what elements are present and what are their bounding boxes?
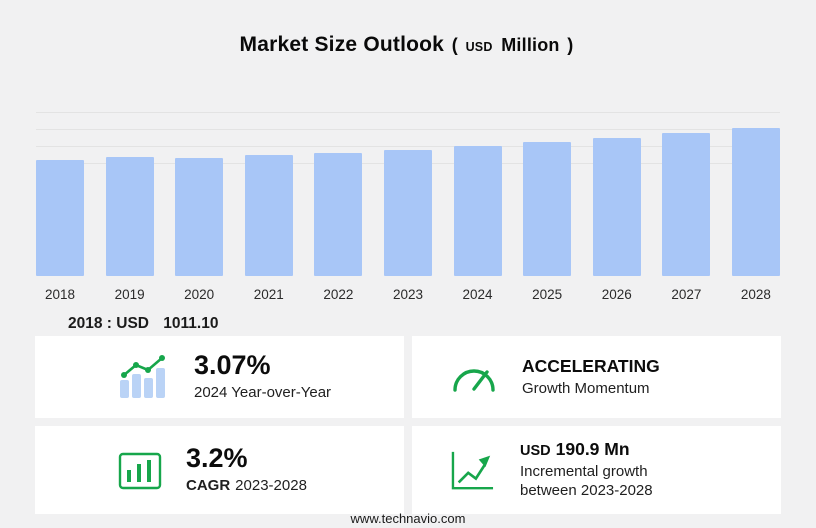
incremental-label-line2: between 2023-2028: [520, 482, 653, 500]
stat-card-cagr: 3.2% CAGR 2023-2028: [35, 426, 404, 514]
bar-2021: [244, 155, 293, 276]
bar-2023: [383, 150, 432, 276]
bar-2022: [314, 153, 363, 276]
bar-2020: [175, 158, 224, 276]
speedometer-icon: [450, 361, 498, 393]
base-year-value: 1011.10: [163, 315, 219, 332]
page-title: Market Size Outlook ( USD Million ): [0, 33, 816, 57]
yoy-label: 2024 Year-over-Year: [194, 383, 332, 401]
x-axis-label: 2019: [114, 287, 145, 302]
momentum-label: Growth Momentum: [522, 379, 650, 397]
title-open-paren: (: [451, 35, 458, 55]
yoy-value: 3.07%: [194, 350, 271, 381]
incremental-amount: 190.9 Mn: [555, 439, 630, 460]
title-text: Market Size Outlook: [239, 33, 445, 56]
gridline: [36, 112, 780, 113]
yoy-trend-icon: [118, 354, 170, 400]
bar-column: 2024: [453, 110, 502, 306]
bar-column: 2020: [175, 110, 224, 306]
bar-2027: [662, 133, 711, 276]
cagr-label-prefix: CAGR: [186, 476, 231, 494]
growth-arrow-icon: [450, 449, 496, 491]
website-url: www.technavio.com: [350, 511, 466, 526]
x-axis-label: 2023: [392, 287, 423, 302]
bar-column: 2018: [36, 110, 84, 306]
x-axis-label: 2026: [601, 287, 632, 302]
gridline: [36, 129, 780, 130]
x-axis-label: 2027: [671, 287, 702, 302]
title-currency: USD: [465, 40, 493, 54]
bar-2019: [105, 157, 154, 276]
bar-column: 2025: [523, 110, 572, 306]
bar-column: 2028: [731, 110, 780, 306]
bar-2024: [453, 146, 502, 276]
bar-chart: 2018 2019 2020 2021 2022 2023 2024 2025 2026 2027…: [36, 110, 780, 306]
bar-series: 2018 2019 2020 2021 2022 2023 2024 2025 2026 2027…: [36, 110, 780, 306]
stats-grid: 3.07% 2024 Year-over-Year ACCELERATING G…: [35, 336, 781, 514]
framed-bar-chart-icon: [118, 450, 162, 490]
x-axis-label: 2024: [462, 287, 493, 302]
incremental-label-line1: Incremental growth: [520, 463, 648, 481]
incremental-value: USD 190.9 Mn: [520, 439, 653, 460]
bar-column: 2023: [383, 110, 432, 306]
incremental-currency: USD: [520, 443, 551, 460]
bar-column: 2021: [244, 110, 293, 306]
bar-column: 2027: [662, 110, 711, 306]
x-axis-label: 2020: [184, 287, 215, 302]
cagr-label: CAGR 2023-2028: [186, 477, 307, 496]
x-axis-label: 2025: [532, 287, 563, 302]
x-axis-label: 2028: [740, 287, 771, 302]
cagr-label-years: 2023-2028: [235, 476, 307, 494]
title-close-paren: ): [567, 35, 574, 55]
x-axis-label: 2022: [323, 287, 354, 302]
x-axis-label: 2018: [44, 287, 76, 302]
bar-column: 2022: [314, 110, 363, 306]
stat-card-momentum: ACCELERATING Growth Momentum: [412, 336, 781, 418]
momentum-value: ACCELERATING: [522, 355, 660, 376]
cagr-value: 3.2%: [186, 443, 248, 474]
bar-2018: [36, 160, 84, 276]
bar-2026: [592, 138, 641, 276]
bar-column: 2019: [105, 110, 154, 306]
gridline: [36, 146, 780, 147]
base-year-annotation: 2018 : USD 1011.10: [68, 315, 218, 333]
stat-card-yoy: 3.07% 2024 Year-over-Year: [35, 336, 404, 418]
stat-card-incremental: USD 190.9 Mn Incremental growth between 2…: [412, 426, 781, 514]
bar-column: 2026: [592, 110, 641, 306]
bar-2028: [731, 128, 780, 276]
incremental-label: Incremental growth between 2023-2028: [520, 463, 653, 501]
x-axis-label: 2021: [253, 287, 284, 302]
title-unit: Million: [501, 35, 560, 55]
bar-2025: [523, 142, 572, 276]
base-year-label: 2018 : USD: [68, 315, 149, 332]
